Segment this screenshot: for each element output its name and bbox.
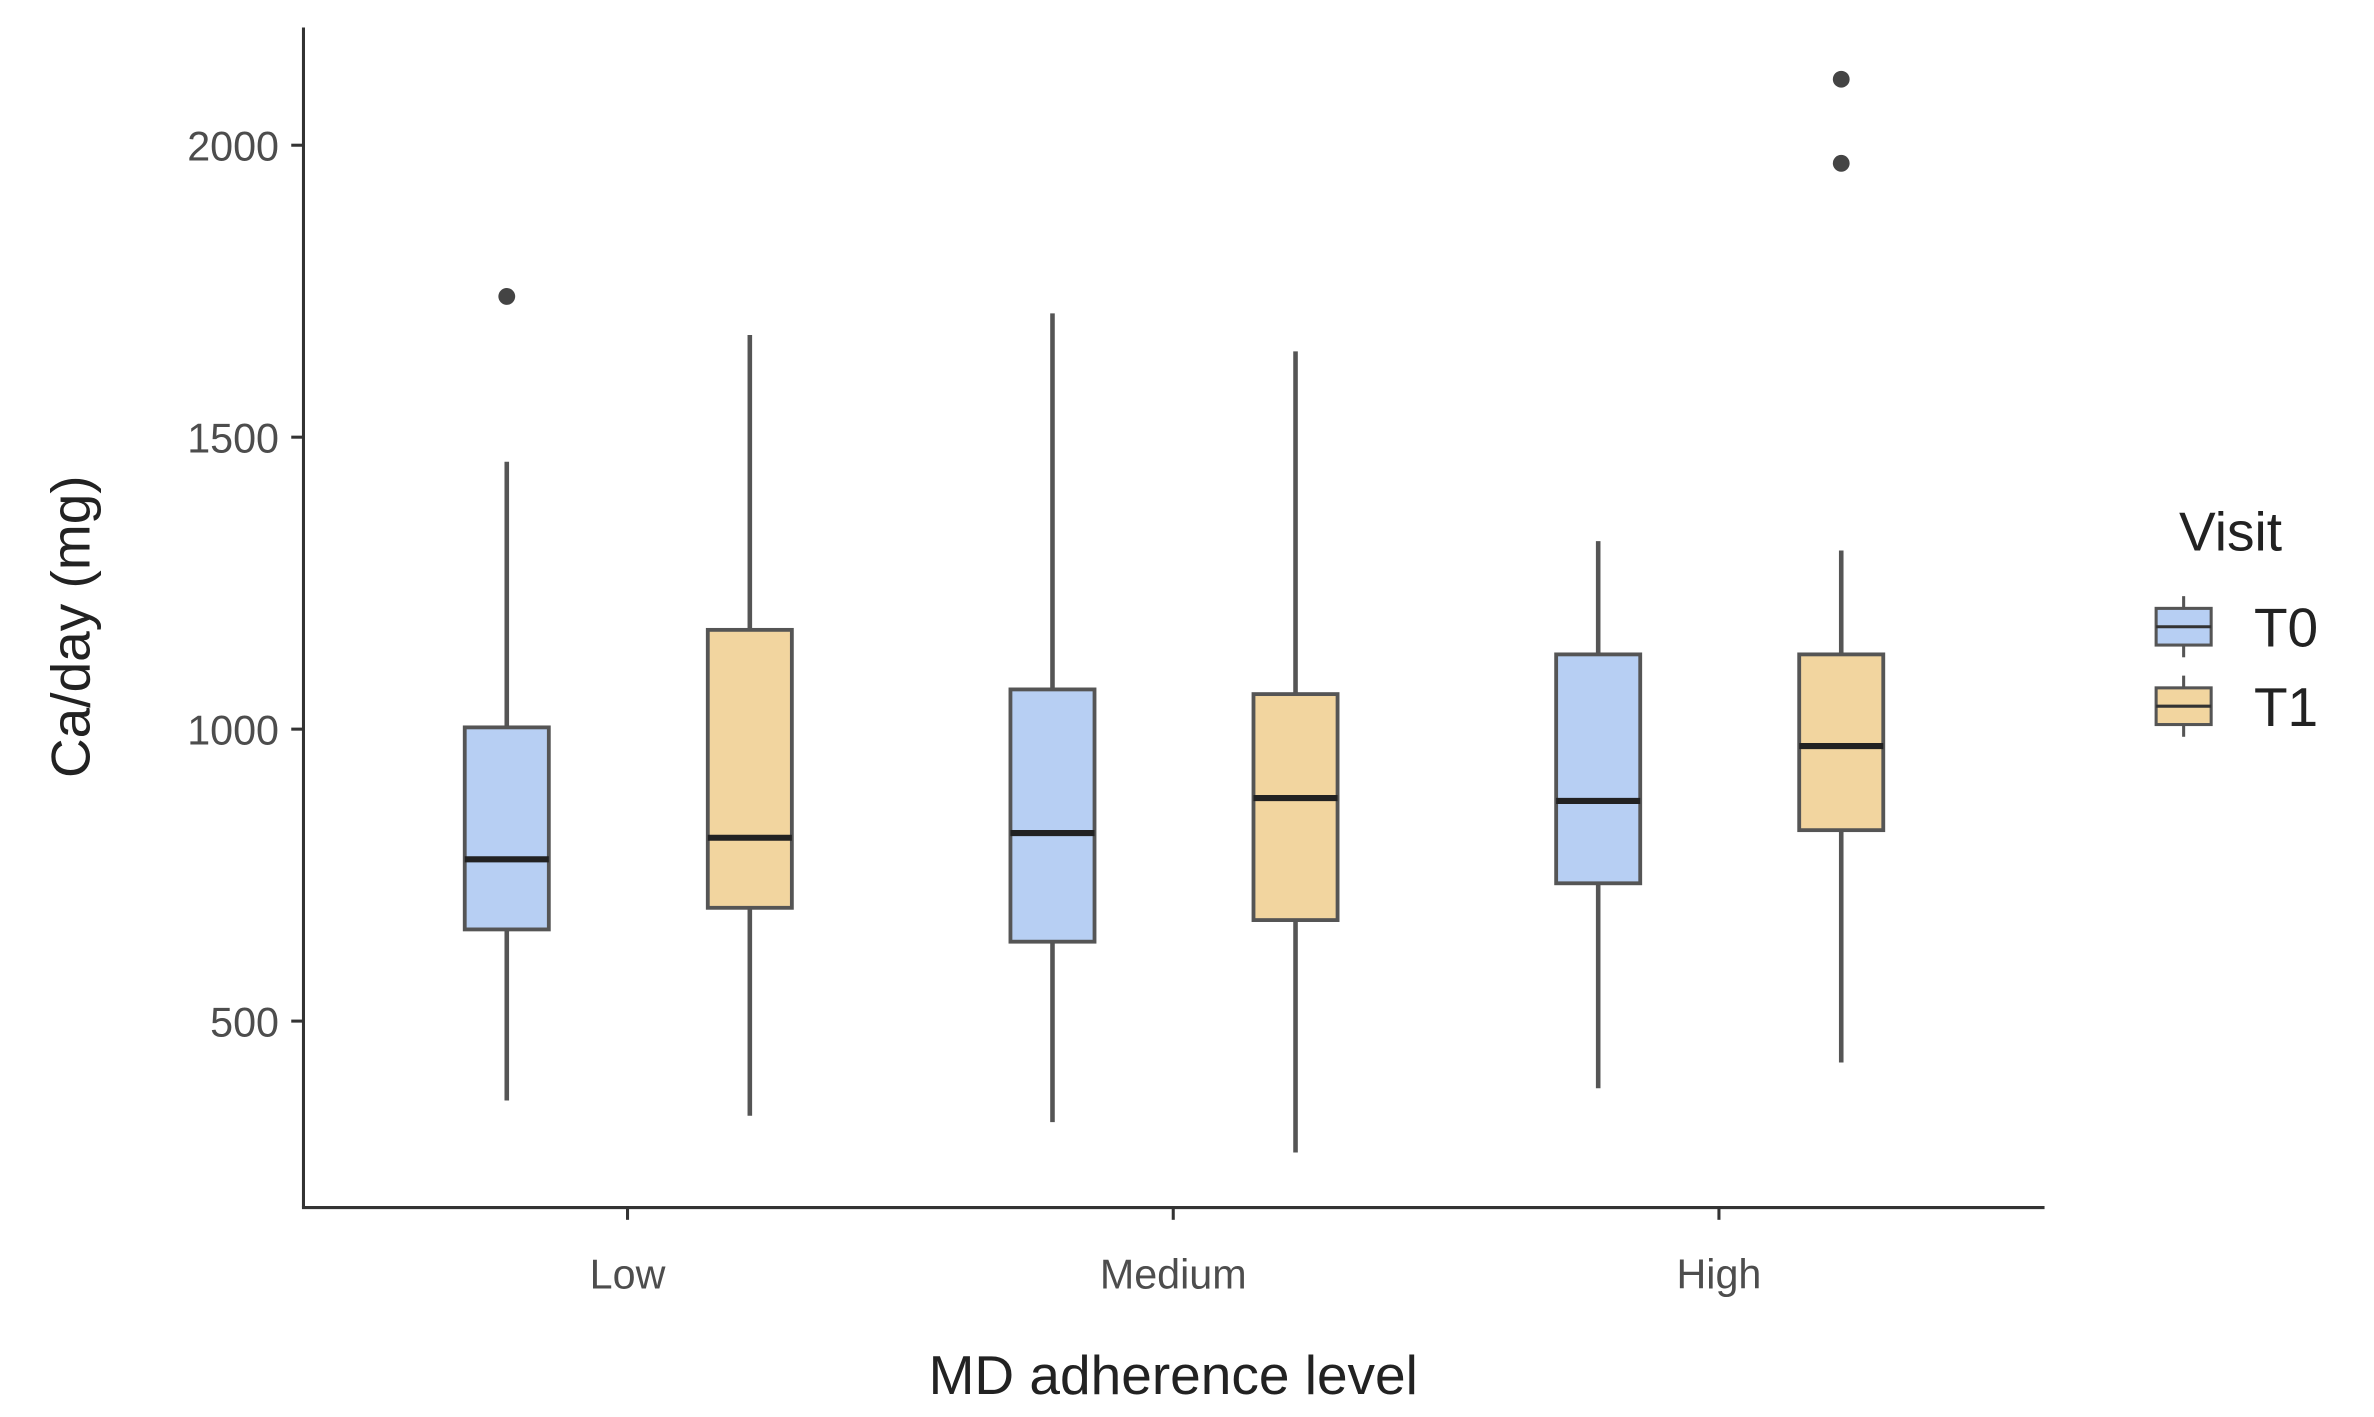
box-T0-low [462,288,551,1101]
box-T1-medium [1251,351,1340,1153]
box-T1-low [705,334,794,1116]
legend: Visit T0 T1 [2154,500,2318,738]
box-iqr [1554,652,1643,886]
legend-title: Visit [2179,500,2282,562]
outlier-point [1832,154,1850,172]
box-iqr [705,627,794,910]
box-iqr [1797,652,1886,833]
x-tick-label: Medium [1100,1252,1247,1298]
box-T1-high [1797,70,1886,1063]
box-iqr [1008,687,1097,944]
outlier-point [1832,70,1850,88]
legend-label: T1 [2254,676,2318,738]
y-tick-label: 500 [210,999,279,1045]
y-tick-label: 2000 [187,124,279,170]
x-tick-label: High [1677,1252,1762,1298]
box-T0-medium [1008,313,1097,1123]
outlier-point [498,288,516,305]
box-iqr [462,725,551,932]
x-tick-label: Low [590,1252,666,1298]
box-T0-high [1554,541,1643,1089]
box-iqr [1251,692,1340,922]
y-tick-label: 1000 [187,707,279,753]
legend-label: T0 [2254,597,2318,659]
y-axis-title: Ca/day (mg) [39,475,101,778]
x-axis-title: MD adherence level [929,1344,1418,1406]
y-tick-label: 1500 [187,415,279,461]
